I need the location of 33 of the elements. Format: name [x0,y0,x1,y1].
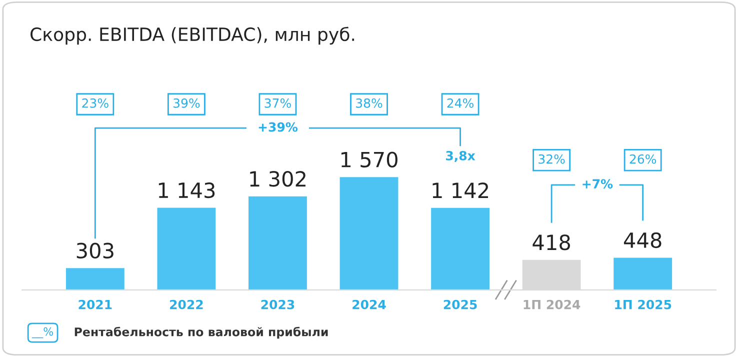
x-tick-label: 1П 2025 [615,300,672,310]
text: +39% [258,122,298,132]
text: 37% [264,98,291,108]
text: 38% [356,98,382,108]
x-tick-label: 2022 [170,300,203,310]
bar [157,208,216,290]
text: 24% [447,98,474,108]
data-label: 418 [532,234,570,250]
bar [248,196,307,290]
data-label: 448 [624,232,662,248]
data-label: 1 143 [158,182,215,198]
text: Рентабельность по валовой прибыли [74,326,328,339]
x-tick-label: 1П 2024 [524,300,580,310]
data-label: 1 142 [432,182,488,198]
bar [66,268,124,290]
text: 3,8x [446,150,476,162]
x-tick-label: 2025 [444,300,477,310]
text: 26% [630,154,656,164]
text: 39% [174,98,200,108]
x-tick-label: 2021 [78,300,112,310]
data-label: 303 [76,242,114,259]
text: __% [32,327,54,338]
data-label: 1 570 [341,152,398,168]
x-tick-label: 2023 [261,300,294,310]
bar [614,258,672,290]
bar [431,208,490,290]
data-label: 1 302 [250,170,306,187]
text: 23% [82,98,108,108]
annotation: +7% [582,179,613,189]
x-tick-label: 2024 [352,300,386,310]
text: 32% [538,154,565,164]
bar [340,177,398,290]
chart-title: Скорр. EBITDA (EBITDAC), млн руб. [30,26,354,45]
